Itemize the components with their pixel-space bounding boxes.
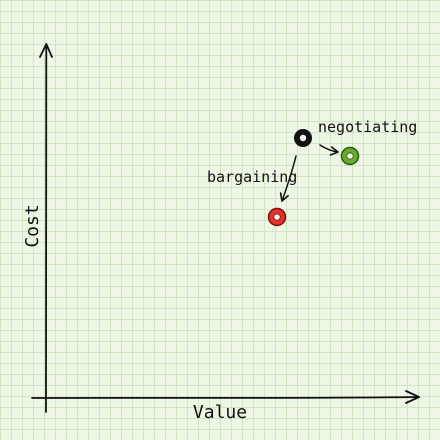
y-axis [39, 43, 53, 413]
arrow-to-bargaining [279, 155, 297, 202]
arrow-to-negotiating [319, 144, 339, 156]
point-bargaining [267, 207, 287, 227]
x-axis [31, 390, 420, 404]
point-negotiating [340, 146, 360, 166]
y-axis-label: Cost [22, 204, 43, 247]
point-origin [294, 129, 312, 147]
negotiating-label: negotiating [318, 118, 417, 136]
bargaining-label: bargaining [207, 168, 297, 186]
x-axis-label: Value [193, 402, 247, 423]
